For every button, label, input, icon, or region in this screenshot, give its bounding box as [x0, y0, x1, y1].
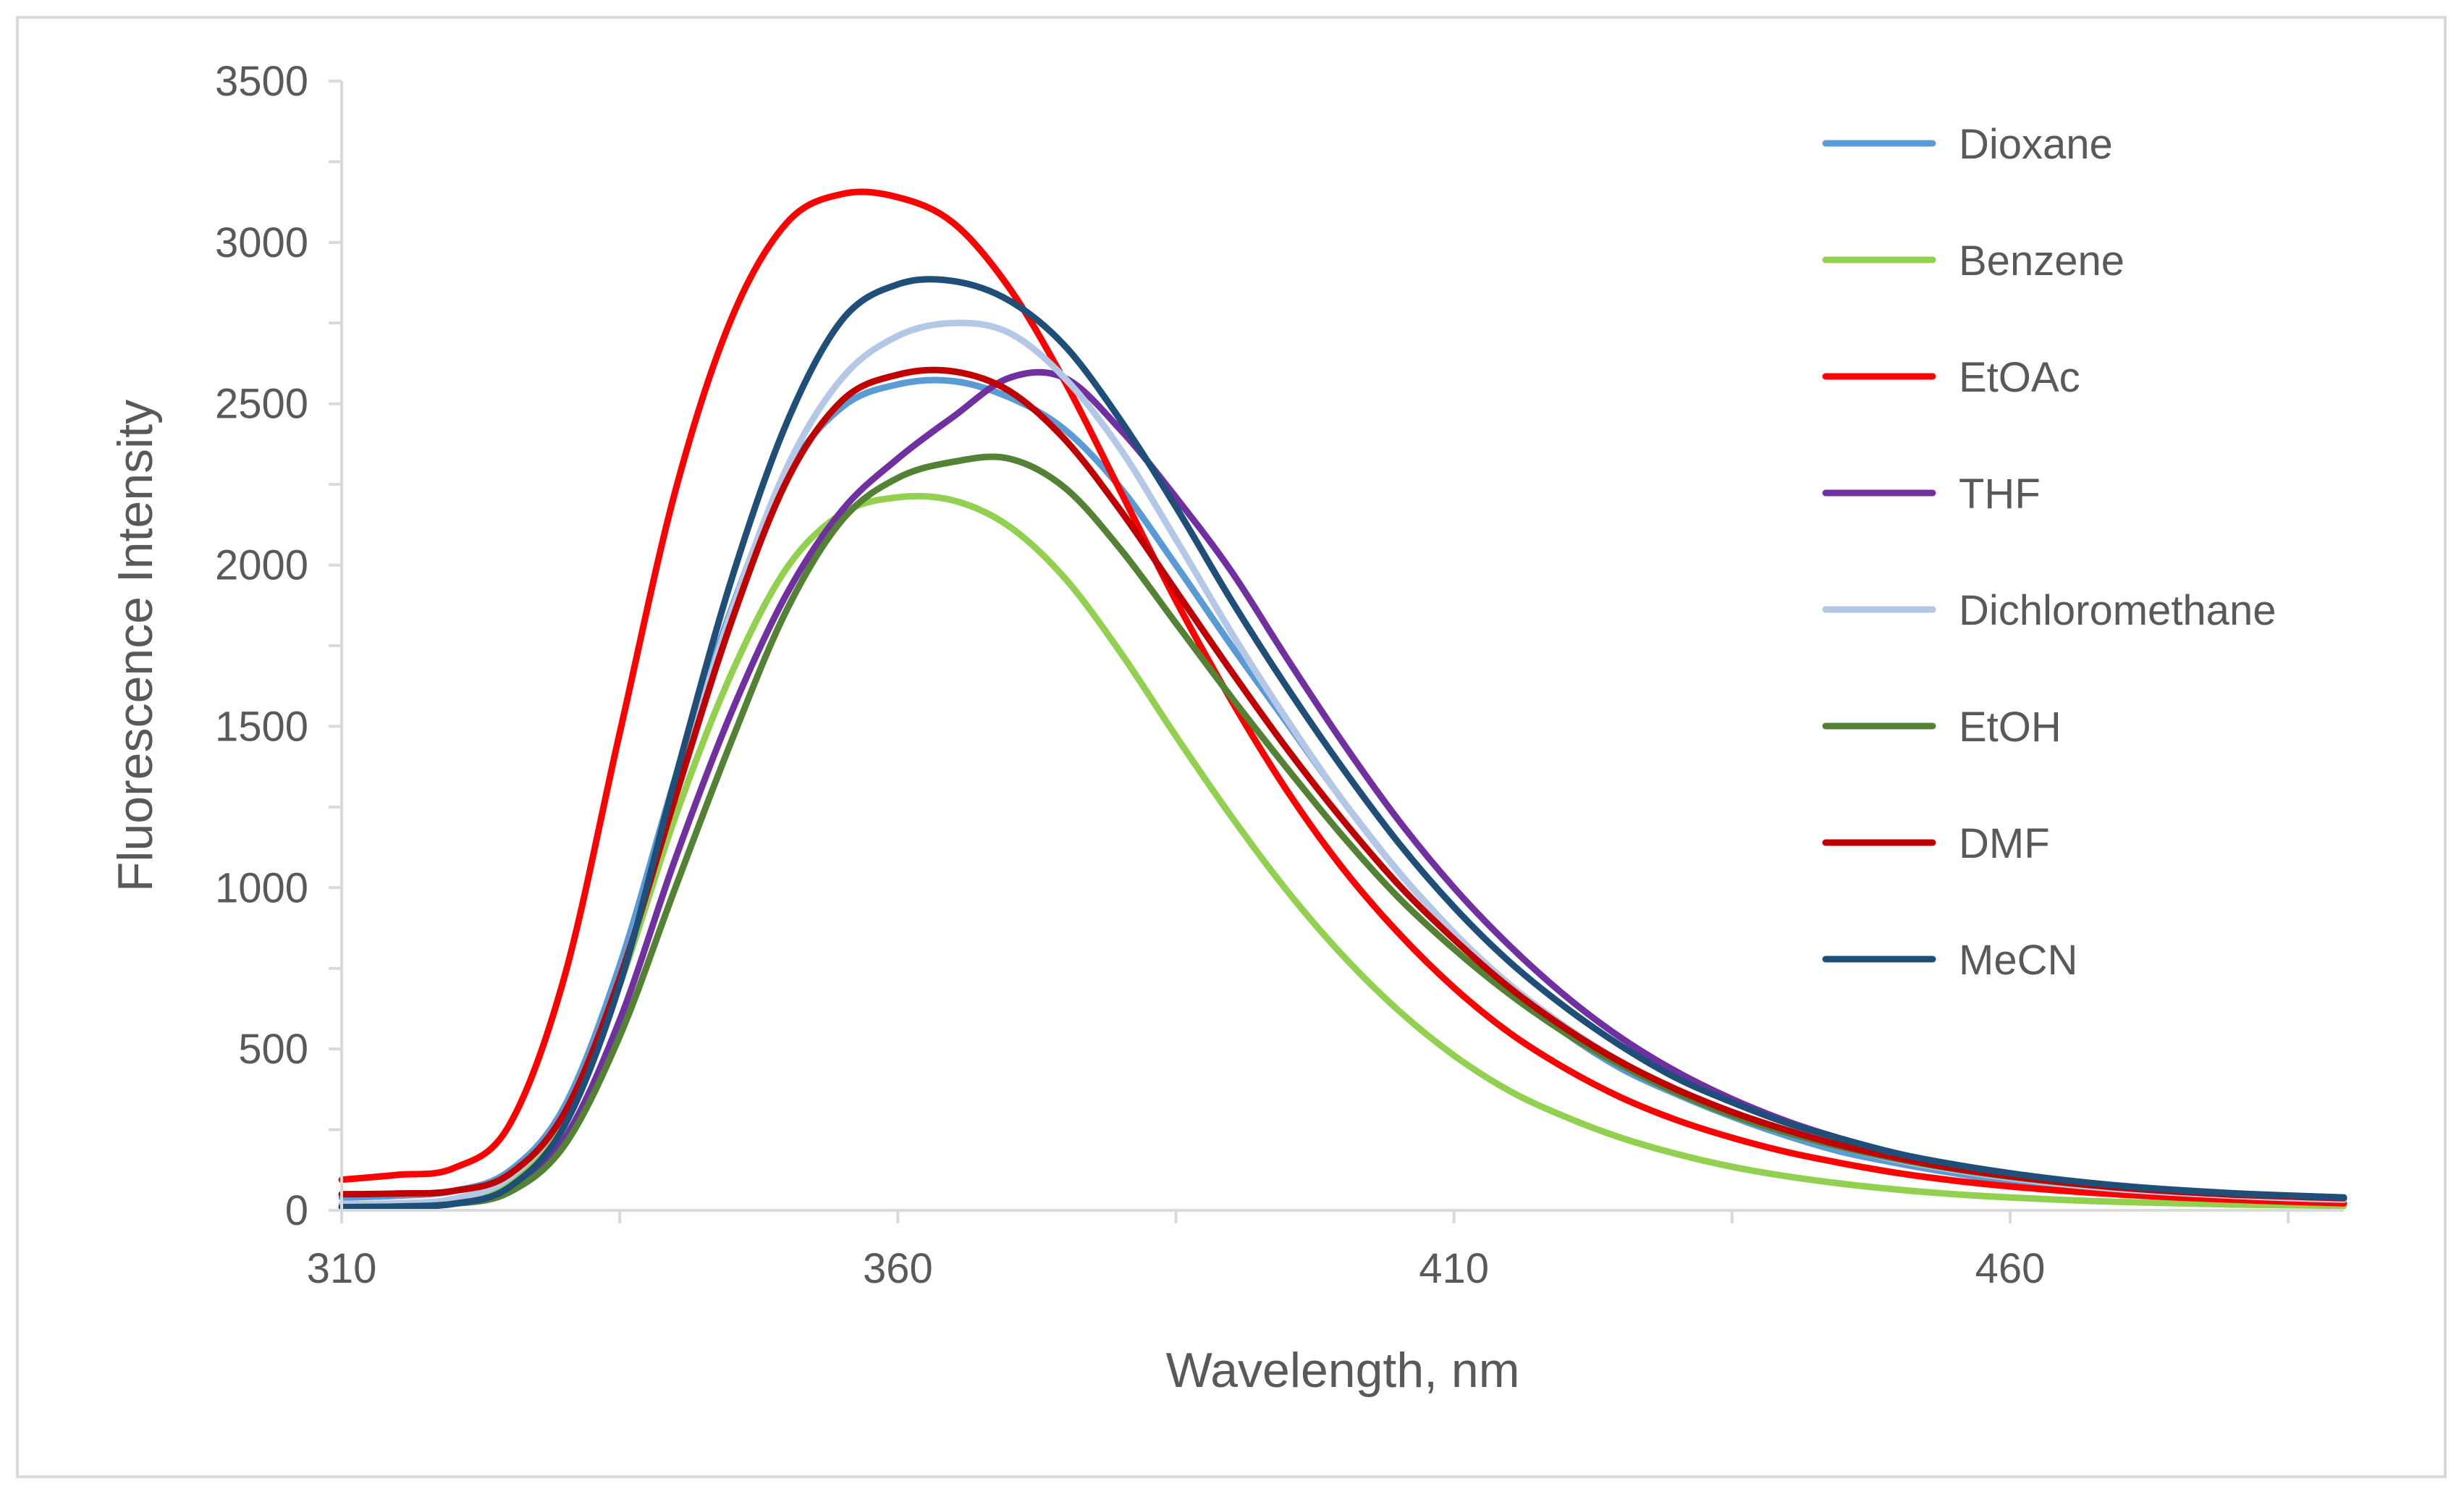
- series-line-dmf: [338, 366, 2347, 1202]
- legend-label-dichloromethane: Dichloromethane: [1959, 587, 2276, 634]
- x-tick-label: 310: [307, 1245, 377, 1292]
- chart-frame: 0 500 1000 1500 2000 2500 3000 3500 310 360 410 460…: [16, 16, 2447, 1478]
- y-tick-label: 3500: [215, 58, 308, 105]
- y-tick-label: 500: [238, 1026, 308, 1073]
- axes: 0 500 1000 1500 2000 2500 3000 3500 310 360 410 460: [215, 58, 2344, 1292]
- legend-label-mecn: MeCN: [1959, 937, 2077, 984]
- legend-label-etoac: EtOAc: [1959, 354, 2080, 401]
- series-line-benzene: [338, 492, 2347, 1210]
- x-tick-label: 360: [863, 1245, 933, 1292]
- series-line-thf: [338, 368, 2347, 1210]
- y-tick-label: 3000: [215, 219, 308, 266]
- series-line-etoac: [338, 188, 2347, 1207]
- y-axis-title: Fluorescence Intensity: [108, 400, 163, 892]
- x-tick-label: 410: [1419, 1245, 1489, 1292]
- series-line-dioxane: [338, 376, 2347, 1202]
- y-tick-label: 0: [285, 1187, 308, 1234]
- y-tick-label: 1500: [215, 703, 308, 750]
- legend-label-thf: THF: [1959, 471, 2041, 518]
- y-tick-label: 2000: [215, 542, 308, 589]
- legend-label-dmf: DMF: [1959, 820, 2050, 867]
- y-tick-label: 2500: [215, 381, 308, 428]
- legend: Dioxane Benzene EtOAc THF Dichloromethane EtO…: [1822, 121, 2276, 984]
- x-axis-title: Wavelength, nm: [1166, 1343, 1520, 1398]
- y-tick-label: 1000: [215, 864, 308, 911]
- fluorescence-chart: 0 500 1000 1500 2000 2500 3000 3500 310 360 410 460…: [108, 58, 2347, 1398]
- x-tick-label: 460: [1975, 1245, 2046, 1292]
- legend-label-etoh: EtOH: [1959, 704, 2062, 751]
- legend-label-dioxane: Dioxane: [1959, 121, 2113, 168]
- legend-label-benzene: Benzene: [1959, 237, 2125, 284]
- series-lines: [338, 188, 2347, 1210]
- series-line-mecn: [338, 276, 2347, 1210]
